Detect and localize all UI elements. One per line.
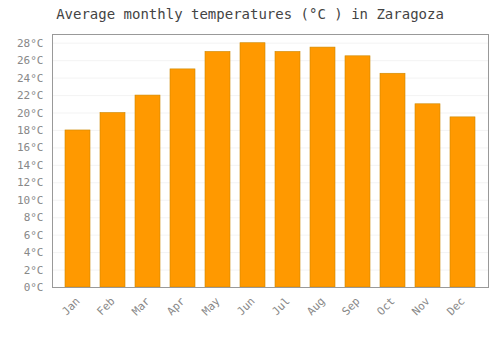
svg-text:18°C: 18°C	[17, 124, 44, 137]
svg-text:20°C: 20°C	[17, 107, 44, 120]
svg-text:6°C: 6°C	[24, 229, 44, 242]
svg-text:Mar: Mar	[129, 294, 153, 318]
svg-text:Aug: Aug	[304, 295, 327, 318]
svg-text:Jul: Jul	[269, 295, 292, 318]
html-text:Average monthly temperatures (: Average monthly temperatures (°C ) in Za…	[56, 6, 444, 22]
svg-text:May: May	[199, 294, 223, 318]
svg-text:12°C: 12°C	[17, 176, 44, 189]
svg-text:Jan: Jan	[59, 295, 82, 318]
svg-text:26°C: 26°C	[17, 54, 44, 67]
svg-text:28°C: 28°C	[17, 37, 44, 50]
svg-text:Nov: Nov	[409, 294, 433, 318]
svg-text:Oct: Oct	[374, 295, 397, 318]
svg-text:Sep: Sep	[339, 295, 362, 318]
svg-text:Dec: Dec	[444, 295, 467, 318]
svg-text:8°C: 8°C	[24, 211, 44, 224]
svg-text:10°C: 10°C	[17, 194, 44, 207]
svg-text:24°C: 24°C	[17, 72, 44, 85]
svg-text:4°C: 4°C	[24, 246, 44, 259]
svg-text:Apr: Apr	[164, 294, 188, 318]
svg-text:16°C: 16°C	[17, 141, 44, 154]
svg-text:Jun: Jun	[234, 295, 257, 318]
svg-text:0°C: 0°C	[24, 281, 44, 294]
svg-text:Feb: Feb	[94, 295, 117, 318]
svg-text:22°C: 22°C	[17, 89, 44, 102]
svg-text:14°C: 14°C	[17, 159, 44, 172]
svg-text:2°C: 2°C	[24, 264, 44, 277]
